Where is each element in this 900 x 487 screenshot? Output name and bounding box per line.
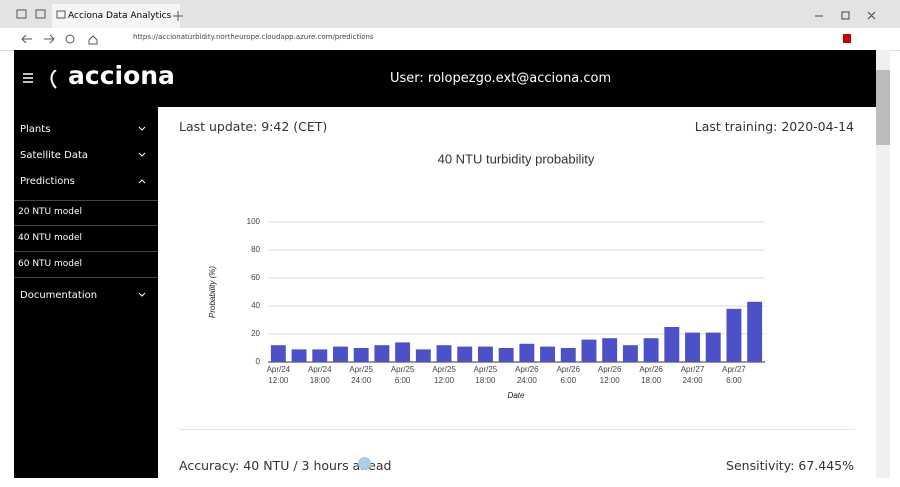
bar [477, 346, 493, 362]
bar [581, 339, 597, 362]
bar [602, 338, 618, 362]
logo[interactable]: acciona [68, 61, 175, 90]
info-icon[interactable] [358, 457, 371, 470]
refresh[interactable] [65, 34, 75, 44]
chevron[interactable] [138, 152, 146, 158]
y-axis-title: Probability (%) [208, 266, 217, 318]
bar [333, 346, 348, 362]
bar [415, 349, 431, 362]
menu-icon[interactable] [20, 70, 60, 90]
browser-icons [16, 9, 876, 45]
x-tick-label: Apr/25 12:00 [432, 365, 456, 385]
chevron[interactable] [138, 178, 146, 184]
y-tick-label: 80 [251, 245, 260, 254]
bar [457, 346, 473, 362]
x-tick-label: Apr/25 6:00 [391, 365, 415, 385]
separator [14, 277, 158, 278]
x-tick-label: Apr/26 6:00 [556, 365, 580, 385]
bar [312, 349, 328, 362]
bar [560, 348, 576, 362]
y-tick-label: 100 [247, 217, 261, 226]
icon [56, 10, 66, 19]
separator [14, 225, 158, 226]
y-tick-label: 60 [251, 273, 260, 282]
x-tick-label: Apr/27 24:00 [681, 365, 705, 385]
submenu-item[interactable]: 60 NTU model [18, 259, 83, 269]
app-header [14, 50, 876, 107]
x-tick-label: Apr/26 12:00 [598, 365, 622, 385]
separator [14, 251, 158, 252]
x-tick-label: Apr/26 24:00 [515, 365, 539, 385]
icon[interactable] [16, 9, 27, 19]
bar [726, 308, 742, 362]
bar [395, 342, 411, 362]
chevron[interactable] [138, 292, 146, 298]
last-training: Last training: 2020-04-14 [694, 119, 854, 134]
x-tick-label: Apr/25 24:00 [349, 365, 373, 385]
last-update: Last update: 9:42 (CET) [179, 119, 328, 134]
accuracy: Accuracy: 40 NTU / 3 hours ahead [179, 458, 392, 473]
y-tick-label: 0 [256, 357, 261, 366]
nav-item[interactable]: Satellite Data [20, 150, 89, 161]
bar [747, 301, 763, 362]
bar [664, 327, 680, 362]
sensitivity: Sensitivity: 67.445% [726, 458, 854, 473]
bar [498, 348, 514, 362]
bar [643, 338, 659, 362]
x-tick-label: Apr/24 12:00 [267, 365, 291, 385]
bar [436, 345, 452, 362]
bar [270, 345, 286, 362]
submenu-item[interactable]: 20 NTU model [18, 207, 83, 217]
x-tick-label: Apr/25 18:00 [474, 365, 498, 385]
bar [705, 332, 721, 362]
submenu-item[interactable]: 40 NTU model [18, 233, 83, 243]
bar [353, 348, 369, 362]
bar [540, 346, 556, 362]
y-tick-label: 20 [251, 329, 260, 338]
window-controls[interactable] [815, 11, 876, 20]
sidebar [14, 107, 158, 478]
x-tick-label: Apr/24 18:00 [308, 365, 332, 385]
url[interactable]: https://accionaturbidity.northeurope.clo… [133, 33, 374, 41]
bar [291, 349, 307, 362]
divider [179, 429, 855, 430]
chart-title: 40 NTU turbidity probability [438, 151, 595, 166]
nav-item[interactable]: Predictions [20, 176, 75, 187]
chevron[interactable] [138, 126, 146, 132]
x-tick-label: Apr/27 6:00 [722, 365, 746, 385]
new-tab[interactable] [173, 11, 183, 21]
bar [685, 332, 700, 362]
bar [374, 345, 390, 362]
bar [519, 343, 535, 362]
nav-item[interactable]: Plants [20, 124, 51, 135]
separator [14, 200, 158, 201]
nav-buttons[interactable] [21, 34, 55, 44]
user-label: User: rolopezgo.ext@acciona.com [390, 71, 612, 86]
home[interactable] [88, 35, 98, 45]
x-tick-label: Apr/26 18:00 [639, 365, 663, 385]
scrollbar[interactable] [876, 50, 890, 478]
nav-item[interactable]: Documentation [20, 290, 98, 301]
browser-tab[interactable]: Acciona Data Analytics [52, 4, 180, 28]
extension[interactable] [843, 34, 851, 43]
y-tick-label: 40 [251, 301, 260, 310]
bar [622, 345, 638, 362]
x-axis-title: Date [508, 391, 525, 400]
icon[interactable] [35, 9, 46, 19]
chart: 40 NTU turbidity probability Date Probab… [208, 151, 765, 400]
